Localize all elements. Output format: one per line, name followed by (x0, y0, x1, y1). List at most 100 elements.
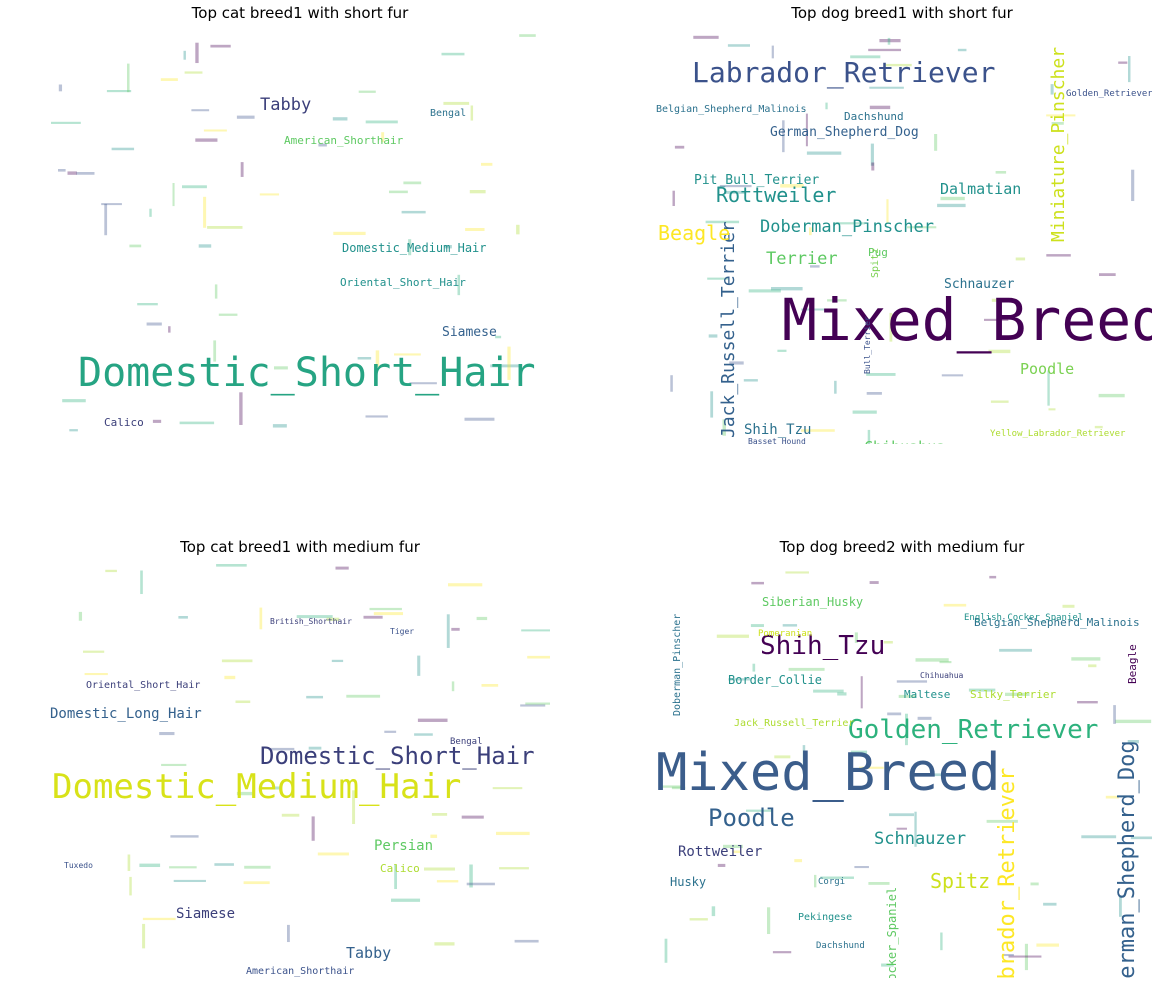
cloud-word: Mixed_Breed (656, 743, 1000, 803)
cloud-word: Poodle (1020, 360, 1074, 378)
speckle-mark (239, 392, 243, 425)
speckle-mark (210, 44, 231, 48)
speckle-mark (984, 318, 1009, 321)
cloud-word: Beagle (658, 221, 730, 245)
cloud-word: Belgian_Shepherd_Malinois (656, 104, 807, 115)
speckle-mark (854, 632, 858, 643)
cloud-word: Mixed_Breed (782, 286, 1152, 354)
speckle-mark (137, 303, 158, 306)
speckle-mark (1043, 902, 1057, 906)
speckle-mark (988, 349, 1011, 354)
speckle-mark (707, 277, 729, 280)
word-cloud-svg: Mixed_Breed Labrador_Retriever Jack_Russel… (656, 35, 1152, 444)
speckle-mark (149, 208, 152, 217)
speckle-mark (896, 680, 928, 683)
speckle-mark (365, 415, 388, 418)
speckle-mark (142, 917, 176, 921)
cloud-word: Poodle (708, 804, 795, 832)
speckle-mark (476, 616, 488, 621)
speckle-mark (287, 924, 290, 943)
speckle-mark (820, 876, 854, 879)
speckle-mark (889, 813, 915, 817)
speckle-mark (451, 681, 455, 692)
speckle-mark (436, 880, 459, 883)
speckle-mark (827, 299, 847, 302)
panel-title: Top cat breed1 with short fur (191, 4, 409, 22)
speckle-mark (272, 424, 287, 428)
panel-title: Top dog breed2 with medium fur (779, 538, 1025, 556)
speckle-mark (268, 747, 295, 751)
speckle-mark (127, 63, 130, 93)
speckle-mark (887, 37, 891, 45)
speckle-mark (430, 834, 438, 838)
cloud-word: Shih_Tzu (760, 631, 885, 661)
panel-title: Top cat breed1 with medium fur (180, 538, 420, 556)
speckle-mark (448, 583, 483, 587)
speckle-mark (444, 245, 452, 249)
speckle-mark (989, 575, 997, 579)
cloud-word: Doberman_Pinscher (760, 217, 934, 237)
speckle-mark (296, 615, 333, 619)
speckle-mark (332, 117, 348, 121)
speckle-mark (772, 951, 792, 954)
speckle-mark (434, 942, 455, 946)
speckle-mark (105, 569, 117, 573)
speckle-mark (905, 309, 913, 312)
speckle-mark (152, 419, 162, 423)
speckle-mark (218, 313, 238, 316)
speckle-mark (999, 648, 1032, 652)
speckle-mark (78, 611, 83, 621)
speckle-mark (195, 138, 218, 142)
cloud-word: Basset_Hound (748, 437, 806, 444)
speckle-mark (788, 667, 825, 671)
speckle-mark (860, 676, 863, 709)
speckle-mark (1062, 604, 1075, 608)
speckle-mark (142, 923, 146, 949)
speckle-mark (968, 688, 996, 692)
cloud-word: Oriental_Short_Hair (340, 276, 466, 289)
speckle-mark (146, 322, 162, 326)
speckle-mark (236, 115, 255, 119)
speckle-mark (934, 134, 938, 151)
word-cloud: Mixed_Breed Labrador_Retriever Jack_Russel… (652, 30, 1152, 444)
speckle-mark (905, 713, 908, 746)
speckle-mark (272, 786, 281, 790)
speckle-mark (389, 190, 408, 194)
speckle-mark (111, 147, 135, 151)
speckle-mark (937, 203, 966, 208)
speckle-mark (727, 44, 750, 47)
speckle-mark (191, 109, 210, 112)
cloud-word: Tuxedo (64, 861, 93, 870)
speckle-mark (774, 755, 791, 759)
speckle-mark (127, 854, 131, 871)
cloud-word: Yellow_Labrador_Retriever (990, 429, 1126, 439)
speckle-mark (403, 181, 422, 185)
cloud-word: Tiger (390, 627, 414, 636)
speckle-mark (69, 429, 78, 432)
speckle-mark (1115, 719, 1152, 724)
speckle-mark (854, 866, 869, 869)
speckle-mark (317, 852, 349, 856)
speckle-mark (1024, 943, 1028, 971)
speckle-mark (1008, 955, 1042, 958)
word-cloud: Domestic_Short_Hair Tabby Siamese Domestic_… (50, 30, 550, 444)
speckle-mark (441, 52, 465, 56)
speckle-mark (1105, 795, 1119, 799)
speckle-mark (394, 864, 397, 890)
speckle-mark (62, 399, 86, 403)
speckle-mark (492, 787, 523, 790)
speckle-mark (884, 63, 912, 67)
cloud-word: American_Shorthair (284, 134, 404, 147)
speckle-mark (335, 566, 349, 570)
speckle-mark (469, 190, 486, 194)
speckle-mark (868, 48, 902, 52)
speckle-mark (1098, 393, 1125, 398)
speckle-mark (346, 694, 381, 698)
speckle-mark (140, 570, 143, 595)
speckle-mark (203, 129, 227, 132)
speckle-mark (943, 603, 967, 607)
speckle-mark (373, 612, 404, 616)
speckle-mark (499, 867, 529, 870)
word-cloud: Domestic_Medium_Hair Domestic_Short_Hair D… (50, 564, 550, 978)
speckle-mark (391, 898, 421, 902)
